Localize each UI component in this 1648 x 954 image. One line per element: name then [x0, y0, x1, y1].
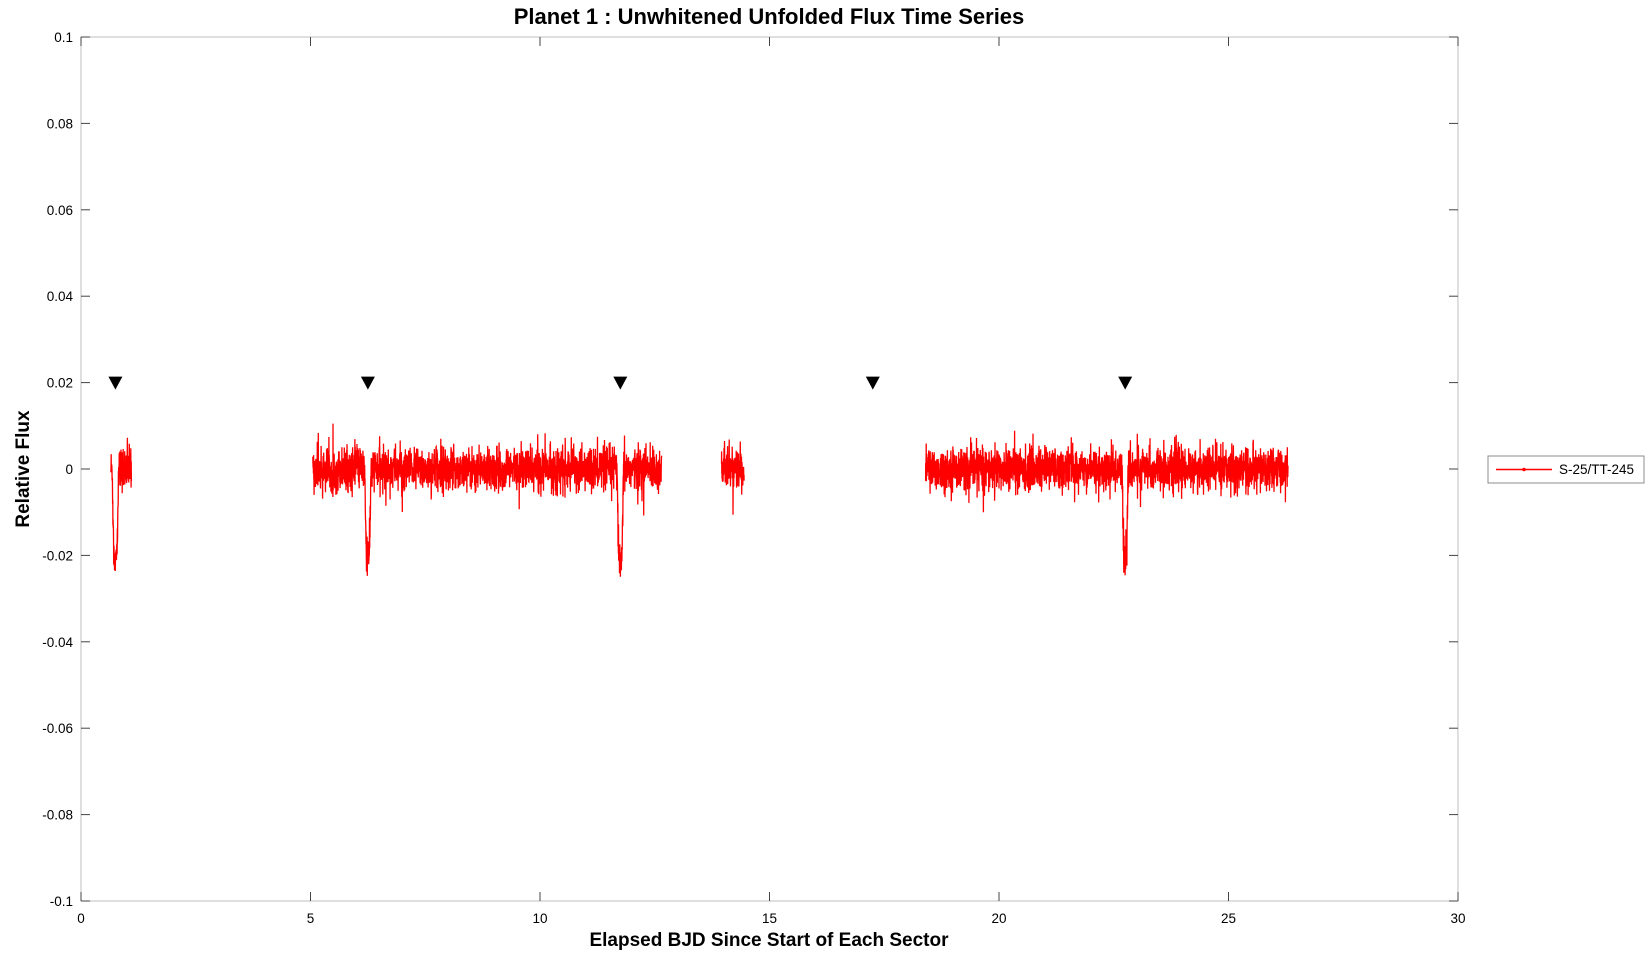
x-axis-ticks: 0 5 10 15 20 25 30 — [77, 37, 1466, 926]
y-tick-label: -0.08 — [42, 808, 73, 823]
y-tick-label: -0.04 — [42, 635, 73, 650]
flux-series-segment-3 — [924, 430, 1289, 576]
transit-marker-4 — [865, 376, 880, 390]
y-tick-label: 0 — [65, 462, 73, 477]
transit-marker-5 — [1118, 376, 1133, 390]
x-tick-label: 30 — [1450, 911, 1465, 926]
x-tick-label: 10 — [532, 911, 547, 926]
y-tick-label: 0.08 — [47, 116, 73, 131]
flux-series-segment-1 — [312, 423, 663, 577]
y-axis-label: Relative Flux — [13, 410, 34, 528]
x-tick-label: 20 — [991, 911, 1006, 926]
y-tick-label: -0.1 — [50, 894, 73, 909]
legend: S-25/TT-245 — [1487, 455, 1645, 484]
chart-title: Planet 1 : Unwhitened Unfolded Flux Time… — [514, 4, 1025, 29]
transit-marker-1 — [108, 376, 123, 390]
y-tick-label: 0.06 — [47, 203, 73, 218]
flux-series-segment-0 — [110, 437, 133, 572]
legend-marker-swatch — [1522, 467, 1526, 472]
y-tick-label: 0.04 — [47, 289, 74, 304]
y-tick-label: 0.1 — [54, 30, 73, 45]
transit-markers — [108, 376, 1133, 390]
x-tick-label: 0 — [77, 911, 85, 926]
y-tick-label: 0.02 — [47, 376, 73, 391]
legend-entry-label: S-25/TT-245 — [1559, 462, 1634, 477]
x-tick-label: 25 — [1221, 911, 1236, 926]
x-tick-label: 15 — [762, 911, 777, 926]
flux-series-segment-2 — [720, 439, 745, 515]
x-tick-label: 5 — [307, 911, 315, 926]
x-axis-label: Elapsed BJD Since Start of Each Sector — [589, 930, 949, 951]
transit-marker-3 — [613, 376, 628, 390]
y-tick-label: -0.02 — [42, 548, 73, 563]
y-axis-ticks: 0.1 0.08 0.06 0.04 0.02 0 -0.02 -0.04 -0.06 -0.08… — [42, 30, 1458, 909]
transit-marker-2 — [360, 376, 375, 390]
y-tick-label: -0.06 — [42, 721, 73, 736]
series-layer — [110, 423, 1289, 577]
